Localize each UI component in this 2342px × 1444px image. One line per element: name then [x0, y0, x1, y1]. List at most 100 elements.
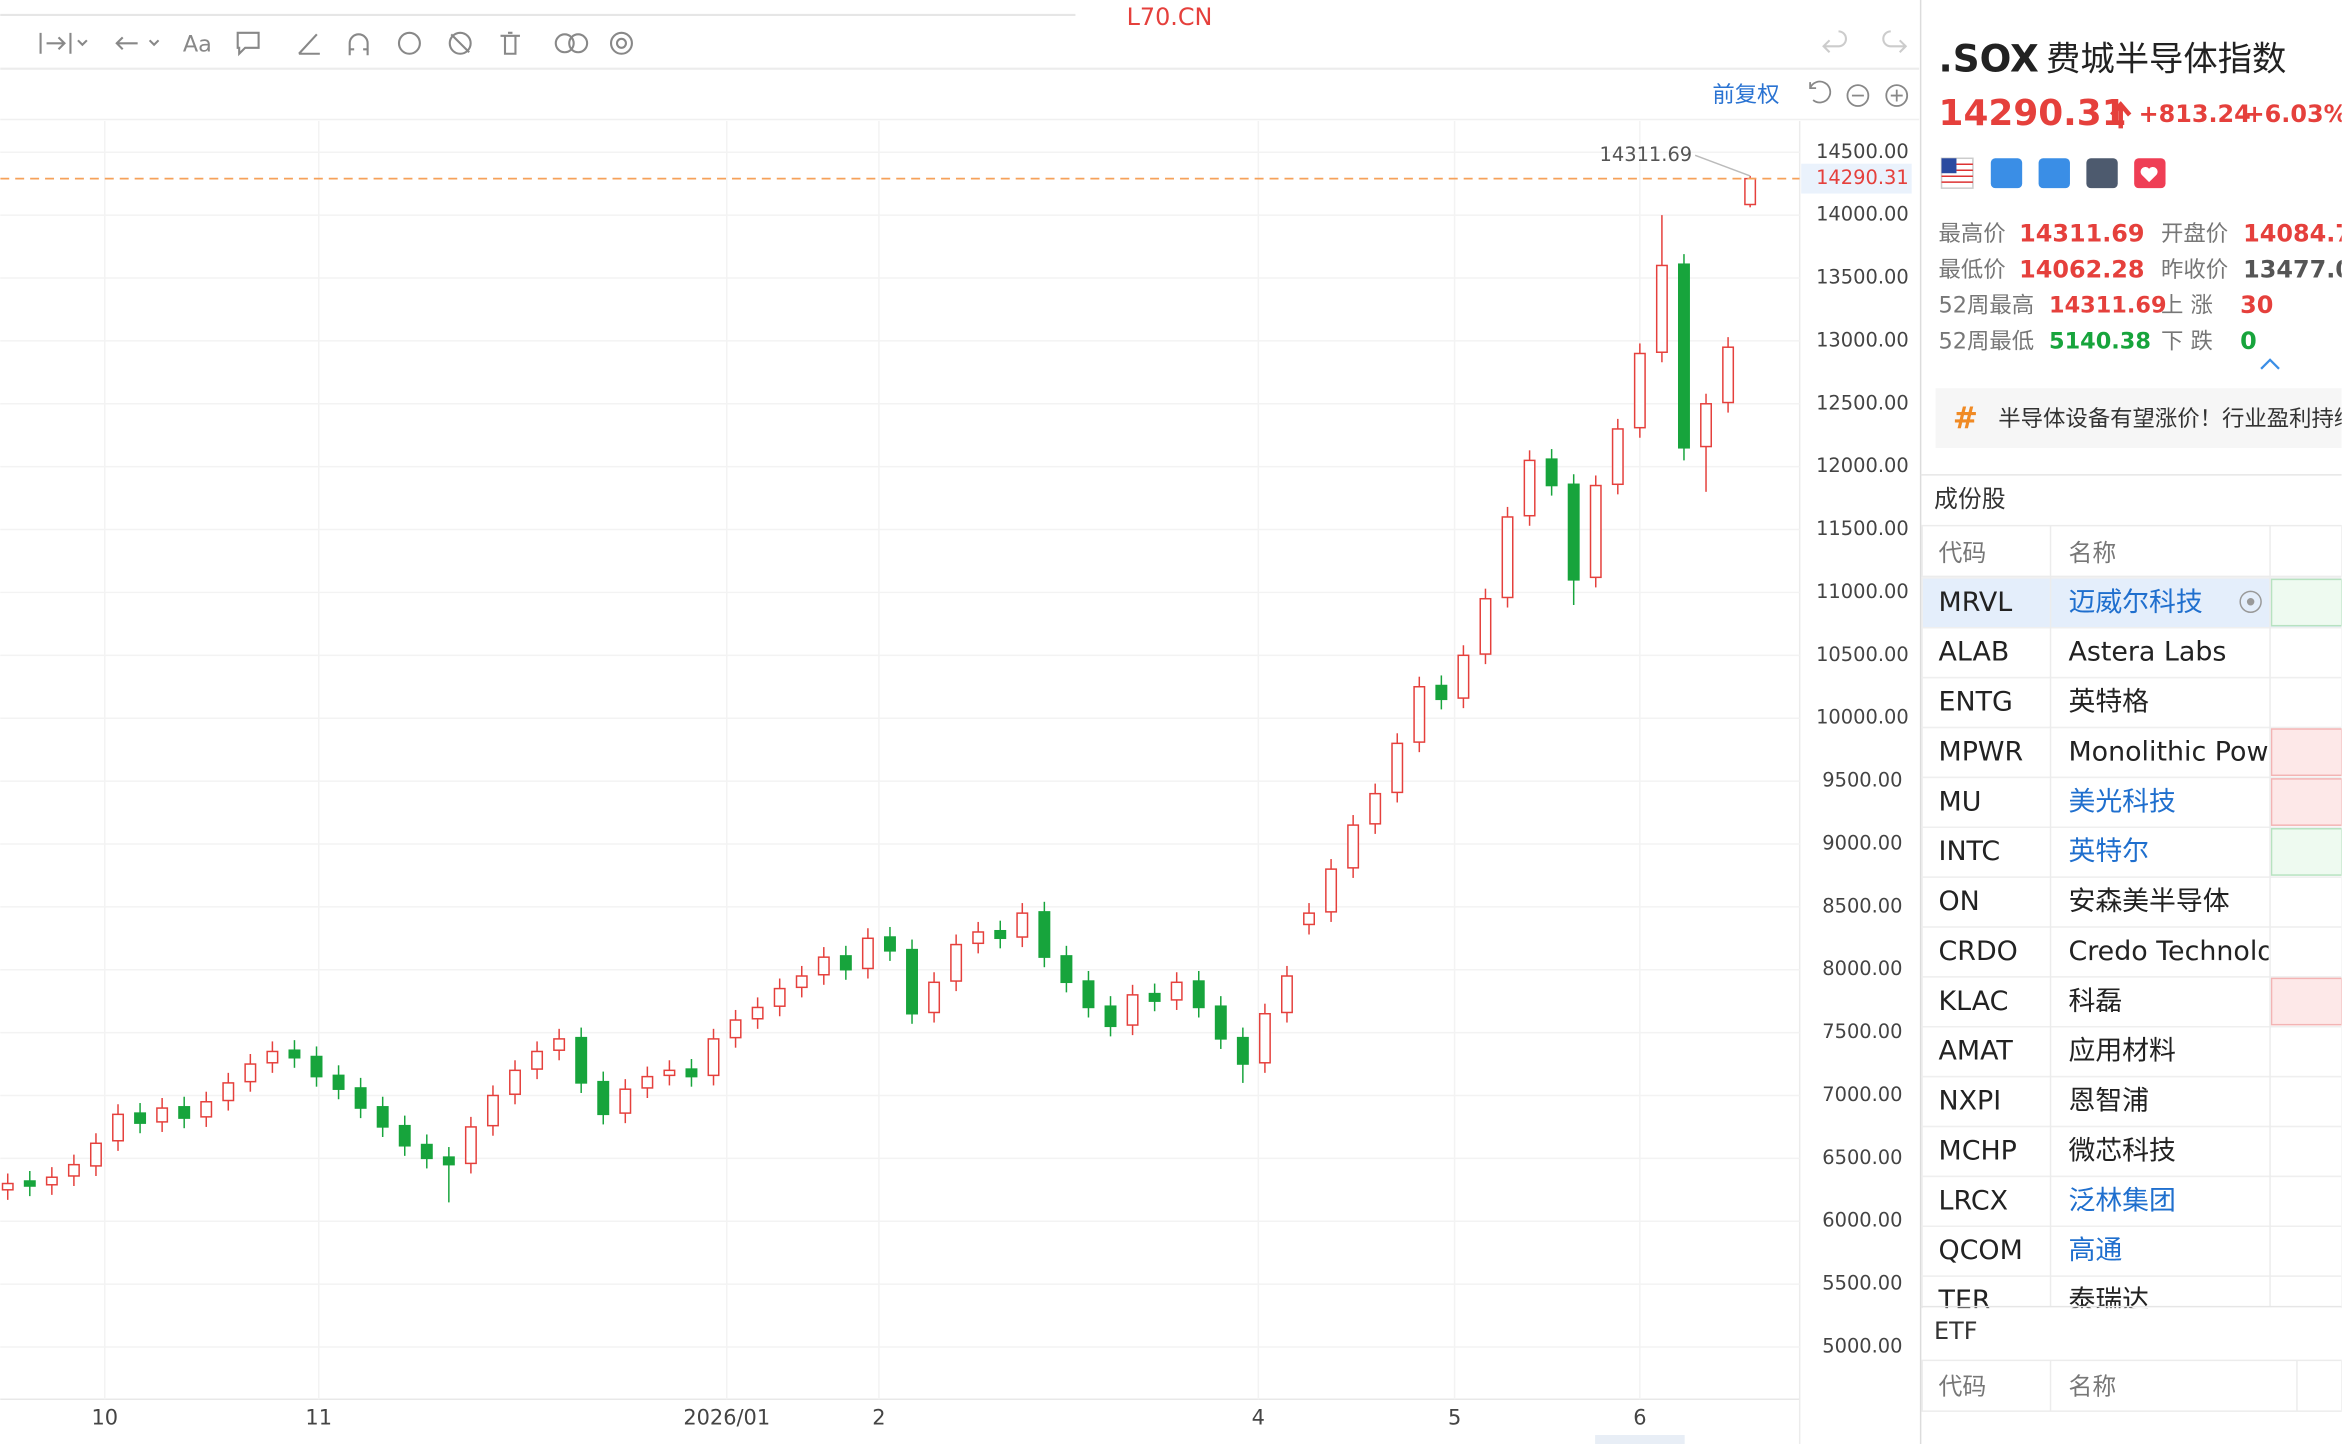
tool-icon[interactable] [554, 33, 575, 54]
table-row[interactable] [1921, 1075, 2342, 1128]
row-name[interactable]: 英特尔 [2068, 836, 2149, 867]
table-header [1921, 524, 2342, 578]
candle-body [1104, 1005, 1117, 1028]
candle-body [972, 931, 985, 945]
tool-icon[interactable] [298, 33, 320, 55]
row-name: 微芯科技 [2068, 1135, 2175, 1166]
candle-body [861, 937, 874, 970]
row-name[interactable]: 泛林集团 [2068, 1185, 2175, 1216]
tool-icon[interactable] [448, 31, 472, 55]
candle-body [1, 1182, 14, 1191]
x-tick-label: 2026/01 [683, 1406, 770, 1430]
candle-body [1148, 992, 1161, 1002]
candle-body [1258, 1012, 1271, 1064]
up-arrow [2110, 101, 2132, 129]
candle-body [839, 955, 852, 971]
stat-label: 开盘价 [2161, 221, 2228, 247]
x-tick-label: 11 [305, 1406, 332, 1430]
tool-icon[interactable] [236, 31, 260, 57]
zoom-out[interactable] [1846, 84, 1870, 107]
adjust-mode[interactable]: 前复权 [1712, 82, 1779, 108]
collapse[interactable] [2260, 358, 2280, 370]
candle-body [1523, 459, 1536, 517]
table-row[interactable] [1921, 1026, 2342, 1078]
tool-icon[interactable] [500, 31, 520, 55]
tool-icon[interactable] [1822, 30, 1847, 54]
constituents-table: MRVL 迈威尔科技 ALAB Astera Labs ENTG 英特格 MPWR Monol… [1921, 577, 2342, 1326]
row-code: QCOM [1939, 1235, 2023, 1266]
badge[interactable] [2038, 158, 2070, 189]
table-row[interactable] [1921, 926, 2342, 978]
row-code: ON [1939, 886, 1980, 917]
stat-label: 最高价 [1939, 221, 2006, 247]
badge[interactable] [2086, 158, 2118, 189]
y-tick-label: 13000.00 [1816, 328, 1909, 351]
candle-body [1369, 792, 1382, 825]
last-price-tag: 14290.31 [1816, 166, 1909, 189]
y-tick-label: 5500.00 [1822, 1272, 1902, 1295]
quote-panel: .SOX 费城半导体指数 14290.31 +813.24 +6.03% 最高价… [1920, 37, 2342, 1412]
plot-area [0, 175, 1800, 1203]
candle-body [1457, 654, 1470, 699]
y-tick-label: 7500.00 [1822, 1020, 1902, 1043]
row-code: KLAC [1939, 986, 2009, 1017]
table-row[interactable] [1921, 1225, 2342, 1277]
candle-body [1060, 955, 1073, 984]
table-row[interactable] [1921, 1275, 2342, 1326]
watch-icon[interactable] [2239, 590, 2262, 613]
candle-body [906, 948, 918, 1015]
candle-body [156, 1107, 169, 1123]
section-title: ETF [1934, 1317, 1977, 1345]
table-row[interactable] [1921, 1175, 2342, 1228]
table-row[interactable] [1921, 1125, 2342, 1178]
candle-body [1325, 868, 1338, 913]
candle-body [1479, 597, 1492, 655]
stat-label: 最低价 [1939, 257, 2006, 283]
quote-change: +813.24 [2139, 100, 2251, 128]
x-tick-label: 2 [872, 1406, 885, 1430]
x-tick-label: 10 [91, 1406, 118, 1430]
stat-label: 昨收价 [2161, 257, 2228, 283]
candle-body [1655, 264, 1668, 353]
row-code: AMAT [1939, 1036, 2014, 1067]
row-name[interactable]: 美光科技 [2068, 786, 2175, 817]
grid [0, 120, 1800, 1400]
y-tick-label: 12500.00 [1816, 391, 1909, 414]
watch-icon-dot [2246, 598, 2255, 606]
table-row[interactable] [1921, 676, 2342, 729]
candle-body [178, 1106, 191, 1119]
change-cell [2270, 977, 2342, 1026]
tool-icon[interactable] [397, 31, 421, 55]
toolbar: Aa [0, 13, 1920, 70]
zoom-in[interactable] [1885, 84, 1909, 107]
tool-icon[interactable] [348, 33, 369, 56]
row-name[interactable]: 迈威尔科技 [2068, 587, 2202, 618]
reset-button[interactable] [1809, 80, 1832, 104]
news-text[interactable]: 半导体设备有望涨价！行业盈利持续 [1998, 406, 2342, 432]
tool-icon[interactable] [609, 31, 633, 55]
news-box[interactable] [1935, 388, 2342, 448]
candle-body [398, 1124, 411, 1147]
scrollbar[interactable] [1595, 1435, 1685, 1444]
candle-body [883, 936, 896, 952]
y-tick-label: 6500.00 [1822, 1146, 1902, 1169]
candle-body [1347, 824, 1360, 869]
candle-body [23, 1180, 36, 1187]
high-marker-line [1694, 154, 1751, 177]
row-code: NXPI [1939, 1086, 2002, 1117]
row-name: Astera Labs [2068, 637, 2226, 668]
quote-change-pct: +6.03% [2245, 100, 2342, 128]
row-name: 英特格 [2068, 687, 2149, 718]
row-name[interactable]: 高通 [2068, 1235, 2122, 1266]
tool-icon[interactable]: Aa [183, 31, 212, 57]
tool-icon[interactable] [39, 32, 72, 54]
candle-body [1545, 458, 1558, 487]
candle-body [420, 1143, 433, 1160]
tool-icon[interactable] [77, 36, 160, 51]
candle-body [89, 1142, 102, 1167]
candle-body [1435, 684, 1448, 701]
candle-body [795, 975, 808, 989]
badge[interactable] [1990, 158, 2023, 189]
tool-icon[interactable] [1882, 30, 1908, 54]
table-row[interactable] [1921, 876, 2342, 928]
